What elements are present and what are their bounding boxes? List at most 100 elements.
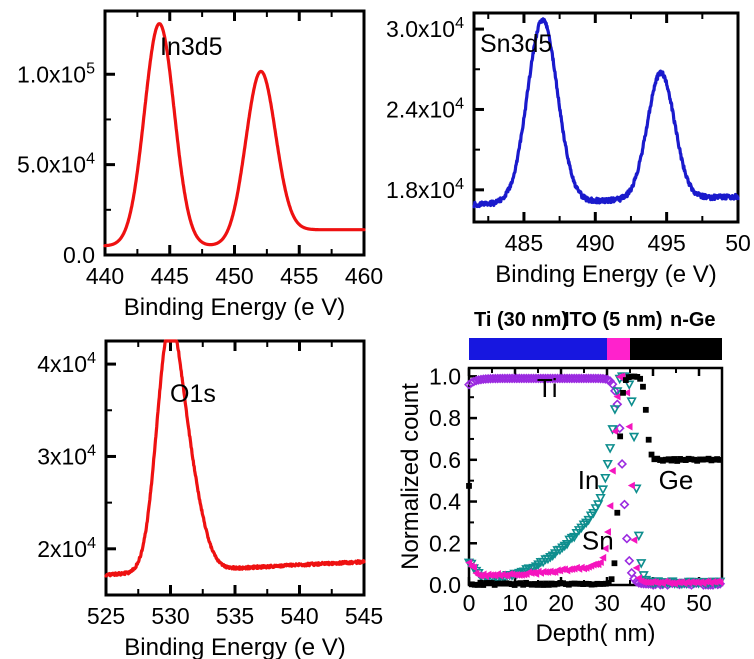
layer-label: n-Ge	[670, 309, 716, 331]
annotation-ti: Ti	[537, 373, 558, 403]
y-axis-title: Normalized count	[397, 383, 424, 570]
annotation-ge: Ge	[659, 465, 694, 495]
x-tick-label: 495	[647, 230, 685, 256]
marker-open-down-triangle	[561, 539, 573, 550]
marker-open-diamond	[621, 533, 632, 544]
x-tick-label: 30	[594, 590, 620, 616]
y-tick-label: 2.4x104	[386, 95, 464, 122]
y-tick-label: 0.0	[429, 572, 461, 598]
marker-open-diamond	[624, 555, 635, 566]
layer-label: ITO (5 nm)	[564, 309, 663, 331]
x-tick-label: 50	[725, 230, 751, 256]
plot-area	[104, 339, 366, 597]
x-tick-label: 535	[216, 603, 254, 629]
marker-filled-square	[466, 483, 472, 489]
marker-filled-square	[642, 406, 649, 413]
y-tick-label: 0.0	[63, 242, 95, 268]
marker-filled-square	[717, 457, 723, 463]
marker-filled-square	[611, 560, 618, 567]
marker-open-down-triangle	[597, 485, 609, 495]
marker-filled-square	[640, 383, 646, 390]
plot-frame	[467, 366, 724, 587]
annotation-in: In	[578, 465, 600, 495]
marker-filled-left-triangle	[716, 578, 724, 586]
plot-area	[103, 9, 366, 257]
marker-open-diamond	[468, 376, 479, 387]
marker-filled-left-triangle	[469, 563, 478, 572]
x-axis-title: Binding Energy (e V)	[495, 261, 716, 288]
x-tick-labels: 485 490 495 50	[505, 230, 751, 256]
marker-open-down-triangle	[626, 397, 637, 407]
marker-open-down-triangle	[583, 515, 594, 526]
marker-filled-square	[608, 576, 615, 583]
peak-label: O1s	[170, 380, 216, 408]
y-tick-label: 2x104	[37, 535, 96, 562]
x-tick-label: 440	[86, 263, 124, 289]
x-tick-label: 485	[505, 230, 543, 256]
marker-filled-left-triangle	[601, 544, 609, 553]
peak-label: Sn3d5	[480, 30, 552, 58]
marker-open-diamond	[607, 379, 618, 390]
marker-filled-square	[605, 580, 612, 586]
x-tick-label: 460	[345, 263, 383, 289]
marker-filled-square	[622, 377, 629, 383]
x-tick-label: 545	[345, 603, 383, 629]
series-annotations: Ti In Sn Ge	[537, 373, 693, 555]
marker-filled-left-triangle	[613, 392, 621, 401]
y-tick-label: 3x104	[37, 442, 96, 469]
x-tick-label: 455	[280, 263, 318, 289]
plot-frame	[472, 11, 740, 224]
y-tick-label: 0.6	[429, 447, 461, 473]
y-tick-label: 1.8x104	[386, 176, 464, 203]
x-tick-label: 540	[280, 603, 318, 629]
layer-stack-bar	[469, 338, 722, 360]
y-axis-ticks	[106, 362, 116, 551]
panel-in3d5: 440 445 450 455 460 Binding Energy (e V) 0.0 5.…	[0, 0, 383, 321]
marker-open-down-triangle	[593, 500, 604, 510]
y-axis-ticks	[474, 27, 484, 192]
layer-segment-ti	[469, 338, 607, 360]
marker-filled-square	[620, 389, 626, 396]
marker-open-down-triangle	[612, 387, 623, 397]
marker-open-down-triangle	[628, 432, 640, 443]
layer-segment-ito	[607, 338, 630, 360]
y-tick-label: 0.8	[429, 405, 461, 431]
marker-filled-left-triangle	[625, 422, 633, 431]
spectrum-curve	[472, 17, 740, 209]
x-tick-label: 20	[548, 590, 574, 616]
marker-open-diamond	[619, 499, 630, 510]
x-tick-label: 445	[151, 263, 189, 289]
y-axis-ticks	[105, 72, 115, 257]
marker-filled-left-triangle	[606, 502, 614, 510]
x-tick-label: 490	[576, 230, 614, 256]
x-axis-ticks	[487, 13, 740, 222]
spectrum-curve	[103, 22, 366, 248]
layer-stack-labels: Ti (30 nm)ITO (5 nm) n-Ge	[474, 309, 716, 331]
marker-filled-square	[645, 436, 652, 443]
marker-filled-left-triangle	[596, 558, 604, 567]
x-tick-label: 40	[640, 590, 666, 616]
marker-filled-left-triangle	[603, 528, 611, 536]
plot-frame	[103, 9, 366, 257]
panel-o1s: 525 530 535 540 545 Binding Energy (e V) 2x104…	[0, 330, 383, 659]
marker-filled-square	[637, 375, 644, 382]
x-axis-ticks	[104, 341, 366, 595]
x-tick-label: 10	[502, 590, 528, 616]
y-tick-label: 3.0x104	[386, 15, 464, 42]
x-axis-title: Binding Energy (e V)	[124, 634, 345, 659]
y-tick-label: 1.0x105	[17, 60, 95, 87]
marker-filled-left-triangle	[599, 553, 607, 562]
y-tick-label: 4x104	[37, 350, 96, 377]
marker-filled-left-triangle	[632, 564, 640, 572]
x-tick-labels: 440 445 450 455 460	[86, 263, 383, 289]
marker-open-down-triangle	[609, 405, 621, 415]
plot-area	[472, 11, 740, 224]
layer-label: Ti (30 nm)	[474, 309, 568, 331]
x-tick-label: 0	[463, 590, 476, 616]
marker-filled-left-triangle	[608, 466, 616, 475]
x-axis-ticks	[103, 11, 366, 255]
annotation-sn: Sn	[582, 526, 614, 556]
